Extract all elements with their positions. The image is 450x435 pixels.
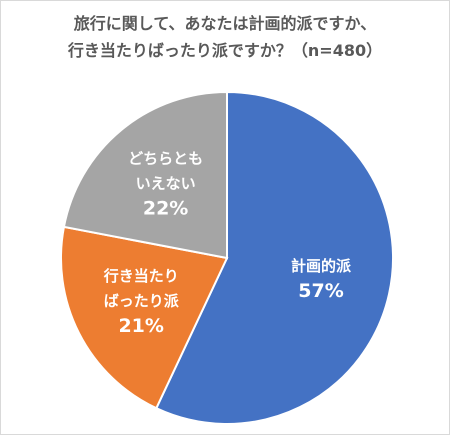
slice-2-category-label: ばったり派 [104, 292, 180, 310]
slice-3-category-label: いえない [136, 174, 196, 192]
chart-title-line-2: 行き当たりばったり派ですか？（n=480） [67, 41, 383, 60]
chart-title: 旅行に関して、あなたは計画的派ですか、 行き当たりばったり派ですか？（n=480… [0, 10, 450, 64]
pie-slice-1 [154, 90, 394, 425]
slice-1-value-label: 57% [298, 280, 343, 302]
pie-slice-2 [59, 225, 229, 410]
slice-1-category-label: 計画的派 [291, 257, 352, 275]
pie-slice-3 [62, 90, 228, 260]
slice-2-category-label: 行き当たり [103, 267, 179, 285]
slice-2-value-label: 21% [118, 315, 163, 337]
chart-title-line-1: 旅行に関して、あなたは計画的派ですか、 [73, 14, 377, 33]
slice-3-value-label: 22% [143, 197, 188, 219]
slice-3-category-label: どちらとも [128, 149, 203, 167]
